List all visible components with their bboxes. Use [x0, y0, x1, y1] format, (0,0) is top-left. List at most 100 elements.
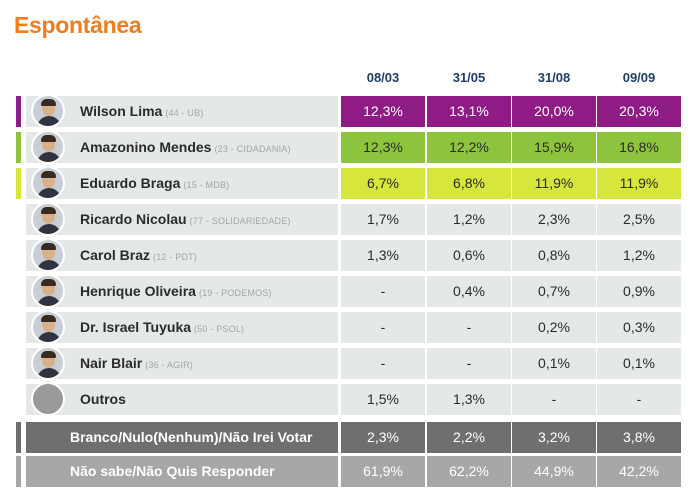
candidate-name-cell — [26, 348, 338, 379]
candidate-color-marker — [16, 168, 21, 199]
summary-value-cell: 3,8% — [597, 422, 681, 453]
value-cell: - — [341, 312, 425, 343]
value-cell: 20,3% — [597, 96, 681, 127]
candidate-row: Carol Braz (12 - PDT) 1,3% 0,6% 0,8% 1,2% — [0, 238, 698, 272]
column-header: 31/05 — [452, 70, 486, 85]
value-cell: 13,1% — [427, 96, 511, 127]
candidate-name: Dr. Israel Tuyuka (50 - PSOL) — [80, 319, 244, 335]
summary-value-cell: 44,9% — [512, 456, 596, 487]
value-cell: 1,7% — [341, 204, 425, 235]
column-header: 08/03 — [366, 70, 400, 85]
candidate-name: Wilson Lima (44 - UB) — [80, 103, 204, 119]
summary-row: Não sabe/Não Quis Responder 61,9% 62,2% 44,… — [16, 456, 698, 487]
summary-label: Não sabe/Não Quis Responder — [26, 456, 338, 487]
candidate-row: Outros 1,5% 1,3% - - — [0, 382, 698, 416]
value-cell: 0,6% — [427, 240, 511, 271]
value-cell: - — [427, 312, 511, 343]
value-cell: 0,8% — [512, 240, 596, 271]
value-cell: 0,9% — [597, 276, 681, 307]
candidate-name-cell — [26, 384, 338, 415]
candidate-row: Wilson Lima (44 - UB) 12,3% 13,1% 20,0% 20,3% — [0, 94, 698, 128]
candidate-avatar — [31, 130, 65, 164]
summary-value-cell: 42,2% — [597, 456, 681, 487]
value-cell: - — [597, 384, 681, 415]
candidate-name: Henrique Oliveira (19 - PODEMOS) — [80, 283, 272, 299]
value-cell: 16,8% — [597, 132, 681, 163]
candidate-row: Eduardo Braga (15 - MDB) 6,7% 6,8% 11,9% 11,9… — [0, 166, 698, 200]
value-cell: 2,3% — [512, 204, 596, 235]
value-cell: 0,1% — [597, 348, 681, 379]
candidate-name-cell — [26, 240, 338, 271]
value-cell: 2,5% — [597, 204, 681, 235]
value-cell: 11,9% — [512, 168, 596, 199]
candidate-row: Amazonino Mendes (23 - CIDADANIA) 12,3% 12,… — [0, 130, 698, 164]
candidate-row: Ricardo Nicolau (77 - SOLIDARIEDADE) 1,7% 1… — [0, 202, 698, 236]
candidate-name-text: Henrique Oliveira — [80, 283, 196, 299]
value-cell: 0,2% — [512, 312, 596, 343]
candidate-party: (36 - AGIR) — [145, 360, 193, 370]
value-cell: 1,2% — [427, 204, 511, 235]
candidate-name: Outros — [80, 391, 126, 407]
column-header: 31/08 — [537, 70, 571, 85]
candidate-name-cell — [26, 312, 338, 343]
value-cell: 0,4% — [427, 276, 511, 307]
candidate-party: (23 - CIDADANIA) — [214, 144, 291, 154]
candidate-color-marker — [16, 96, 21, 127]
candidate-name-text: Dr. Israel Tuyuka — [80, 319, 192, 335]
value-cell: 20,0% — [512, 96, 596, 127]
value-cell: 1,5% — [341, 384, 425, 415]
value-cell: 1,3% — [427, 384, 511, 415]
value-cell: 12,3% — [341, 132, 425, 163]
candidate-name-text: Amazonino Mendes — [80, 139, 212, 155]
value-cell: 0,1% — [512, 348, 596, 379]
value-cell: 0,7% — [512, 276, 596, 307]
candidate-color-marker — [16, 132, 21, 163]
value-cell: 1,3% — [341, 240, 425, 271]
candidate-name-text: Carol Braz — [80, 247, 151, 263]
summary-label: Branco/Nulo(Nenhum)/Não Irei Votar — [26, 422, 338, 453]
candidate-party: (12 - PDT) — [153, 252, 198, 262]
summary-value-cell: 2,2% — [427, 422, 511, 453]
page-title: Espontânea — [14, 12, 142, 38]
value-cell: 1,2% — [597, 240, 681, 271]
candidate-avatar — [31, 274, 65, 308]
candidate-avatar — [31, 346, 65, 380]
value-cell: 6,7% — [341, 168, 425, 199]
candidate-name: Amazonino Mendes (23 - CIDADANIA) — [80, 139, 291, 155]
summary-value-cell: 61,9% — [341, 456, 425, 487]
summary-color-marker — [16, 422, 21, 453]
candidate-row: Henrique Oliveira (19 - PODEMOS) -0,4% 0,7%… — [0, 274, 698, 308]
summary-color-marker — [16, 456, 21, 487]
candidate-name-cell — [26, 132, 338, 163]
summary-value-cell: 3,2% — [512, 422, 596, 453]
candidate-party: (15 - MDB) — [183, 180, 230, 190]
value-cell: - — [341, 348, 425, 379]
candidate-name-text: Nair Blair — [80, 355, 143, 371]
candidate-name-cell — [26, 276, 338, 307]
candidate-avatar — [31, 310, 65, 344]
value-cell: 15,9% — [512, 132, 596, 163]
value-cell: 11,9% — [597, 168, 681, 199]
candidate-avatar — [31, 238, 65, 272]
candidate-name: Nair Blair (36 - AGIR) — [80, 355, 193, 371]
candidate-name: Carol Braz (12 - PDT) — [80, 247, 197, 263]
candidate-party: (77 - SOLIDARIEDADE) — [189, 216, 291, 226]
candidate-row: Dr. Israel Tuyuka (50 - PSOL) - -0,2% 0,3% — [0, 310, 698, 344]
candidate-name-cell — [26, 168, 338, 199]
candidate-name: Eduardo Braga (15 - MDB) — [80, 175, 229, 191]
value-cell: 12,3% — [341, 96, 425, 127]
value-cell: 6,8% — [427, 168, 511, 199]
candidate-party: (50 - PSOL) — [194, 324, 245, 334]
summary-value-cell: 2,3% — [341, 422, 425, 453]
candidate-party: (19 - PODEMOS) — [198, 288, 272, 298]
candidate-name-text: Outros — [80, 391, 126, 407]
candidate-avatar — [31, 202, 65, 236]
value-cell: 0,3% — [597, 312, 681, 343]
value-cell: - — [341, 276, 425, 307]
placeholder-avatar — [31, 382, 65, 416]
candidate-avatar — [31, 94, 65, 128]
value-cell: - — [512, 384, 596, 415]
value-cell: 12,2% — [427, 132, 511, 163]
candidate-row: Nair Blair (36 - AGIR) - -0,1% 0,1% — [0, 346, 698, 380]
column-header: 09/09 — [622, 70, 656, 85]
